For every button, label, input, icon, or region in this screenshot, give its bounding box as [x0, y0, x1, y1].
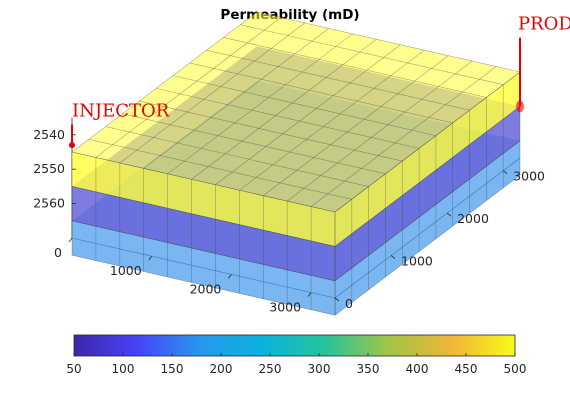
grid-line: [263, 55, 449, 196]
grid-line: [215, 44, 401, 185]
colorbar-tick-label: 350: [357, 362, 380, 376]
y-tick-mark: [334, 297, 340, 302]
y-tick-mark: [390, 255, 396, 259]
layer-right-face: [335, 72, 520, 247]
well-perforation-marker: [516, 100, 524, 113]
grid-line: [239, 49, 425, 191]
grid-line: [167, 33, 353, 175]
grid-line: [206, 49, 470, 111]
x-tick-mark: [307, 292, 312, 297]
grid-line: [191, 39, 377, 180]
layer-front-face: [72, 152, 335, 247]
z-tick-label: 2560: [33, 196, 65, 211]
grid-line: [71, 151, 336, 213]
grid-line: [71, 186, 336, 247]
cell-grid: [71, 11, 521, 316]
colorbar-tick-label: 150: [161, 362, 184, 376]
grid-line: [71, 254, 336, 316]
x-tick-mark: [68, 237, 73, 243]
layer-front-face: [72, 220, 335, 316]
x-tick-label: 3000: [269, 300, 301, 315]
grid-line: [119, 22, 305, 164]
layer-front-face: [72, 186, 335, 281]
grid-line: [334, 106, 521, 247]
colorbar-tick-label: 200: [210, 362, 233, 376]
x-tick-label: 2000: [190, 281, 222, 296]
colorbar-tick-label: 250: [259, 362, 282, 376]
y-tick-label: 2000: [457, 211, 489, 226]
colorbar-tick-label: 500: [504, 362, 527, 376]
well-label: PRODU: [518, 14, 570, 35]
z-tick-label: 2540: [33, 127, 65, 142]
grid-line: [172, 75, 436, 136]
grid-line: [310, 66, 497, 207]
y-tick-mark: [502, 170, 508, 175]
grid-line: [71, 220, 336, 282]
y-tick-mark: [446, 212, 452, 217]
well-2: PRODU: [516, 14, 570, 113]
grid-line: [156, 88, 420, 149]
colorbar-tick-label: 300: [308, 362, 331, 376]
grid-line: [334, 106, 521, 247]
x-tick-mark: [228, 274, 232, 279]
colorbar: 50 100 150 200 250 300 350 400 450 500: [66, 334, 527, 376]
colorbar-tick-label: 400: [406, 362, 429, 376]
grid-line: [223, 37, 487, 98]
grid-line: [105, 126, 369, 187]
layer-top-face: [72, 12, 520, 212]
colorbar-tick-label: 100: [112, 362, 135, 376]
grid-line: [95, 17, 282, 158]
colorbar-tick-label: 450: [455, 362, 478, 376]
grid-line: [256, 11, 521, 73]
well-perforation-marker: [69, 142, 75, 149]
colorbar-tick-label: 50: [66, 362, 81, 376]
z-tick-label: 2550: [33, 161, 65, 176]
grid-line: [71, 11, 258, 153]
x-tick-mark: [148, 255, 153, 261]
plot-area: INJECTOR PRODU 2540 2550 2560 0 1000 2000 3000 0 1…: [33, 11, 570, 316]
grid-line: [71, 186, 336, 247]
layer-right-face: [335, 106, 520, 281]
grid-line: [334, 140, 521, 282]
grid-line: [189, 62, 453, 124]
grid-line: [143, 28, 329, 169]
x-tick-label: 0: [54, 245, 62, 260]
y-tick-label: 0: [345, 296, 353, 311]
grid-line: [287, 60, 473, 202]
colorbar-strip: [73, 334, 516, 357]
grid-line: [122, 113, 386, 175]
grid-line: [334, 174, 521, 316]
grid-line: [334, 140, 521, 282]
grid-line: [71, 151, 336, 213]
grid-line: [240, 24, 504, 86]
y-tick-label: 3000: [513, 169, 545, 184]
x-tick-label: 1000: [110, 263, 142, 278]
y-tick-label: 1000: [401, 254, 433, 269]
layer-right-face: [335, 140, 520, 316]
grid-line: [334, 71, 521, 213]
grid-line: [71, 220, 336, 282]
well-label: INJECTOR: [72, 100, 170, 121]
grid-line: [88, 138, 352, 200]
grid-line: [139, 100, 403, 162]
layer-500: [72, 12, 520, 247]
grid-line: [334, 71, 521, 213]
